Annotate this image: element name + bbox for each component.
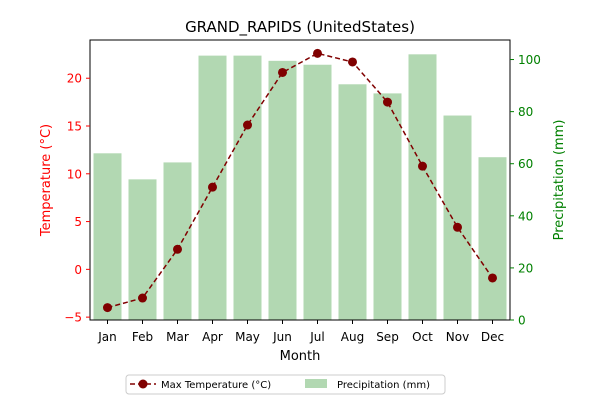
- x-tick-label: Jun: [272, 330, 292, 344]
- temperature-point: [488, 273, 497, 283]
- temperature-point: [208, 182, 217, 192]
- x-tick-label: Aug: [341, 330, 364, 344]
- right-axis: 0 20 40 60 80 100: [510, 53, 541, 328]
- x-tick-label: Feb: [132, 330, 153, 344]
- x-tick-label: Apr: [202, 330, 223, 344]
- temperature-point: [313, 48, 322, 58]
- temperature-point: [173, 244, 182, 254]
- right-y-tick-label: 40: [518, 209, 533, 223]
- temperature-point: [453, 222, 462, 232]
- legend-box: [125, 374, 446, 395]
- precipitation-bar: [373, 93, 402, 320]
- x-tick-label: Sep: [376, 330, 399, 344]
- x-tick-label: Oct: [412, 330, 433, 344]
- legend-bar-swatch: [305, 379, 327, 388]
- x-tick-label: Mar: [166, 330, 189, 344]
- precipitation-bar: [268, 60, 297, 320]
- precipitation-bar: [478, 157, 507, 320]
- temperature-point: [278, 67, 287, 77]
- precipitation-bar: [93, 153, 122, 320]
- legend-label-temperature: Max Temperature (°C): [161, 380, 271, 391]
- x-tick-label: Nov: [446, 330, 469, 344]
- legend-line-marker: [138, 379, 148, 389]
- temperature-point: [383, 97, 392, 107]
- right-y-tick-label: 60: [518, 157, 533, 171]
- temperature-point: [243, 120, 252, 130]
- x-tick-label: Dec: [481, 330, 504, 344]
- left-axis-label: Temperature (°C): [39, 124, 54, 237]
- bars-layer: [93, 54, 507, 321]
- temperature-line: [107, 52, 494, 309]
- right-y-tick-label: 80: [518, 105, 533, 119]
- x-tick-label: Jan: [97, 330, 117, 344]
- temperature-point: [103, 303, 112, 313]
- precipitation-bar: [443, 115, 472, 320]
- left-y-tick-label: −5: [64, 311, 82, 325]
- left-y-tick-label: 20: [67, 72, 82, 86]
- legend-label-precipitation: Precipitation (mm): [337, 380, 430, 391]
- left-y-tick-label: 15: [67, 120, 82, 134]
- x-tick-label: May: [235, 330, 260, 344]
- legend: Max Temperature (°C) Precipitation (mm): [125, 374, 446, 395]
- x-tick-label: Jul: [309, 330, 324, 344]
- left-y-tick-label: 5: [74, 215, 82, 229]
- plot-frame: [89, 39, 511, 321]
- x-axis-label: Month: [280, 349, 321, 364]
- left-y-tick-label: 10: [67, 167, 82, 181]
- precipitation-bar: [338, 84, 367, 320]
- temperature-point: [138, 293, 147, 303]
- temperature-point: [418, 161, 427, 171]
- precipitation-bar: [163, 162, 192, 320]
- chart-title: GRAND_RAPIDS (UnitedStates): [185, 18, 415, 37]
- right-axis-label: Precipitation (mm): [552, 120, 567, 241]
- line-layer: [103, 48, 497, 313]
- precipitation-bar: [303, 64, 332, 320]
- right-y-tick-label: 20: [518, 261, 533, 275]
- precipitation-bar: [408, 54, 437, 320]
- left-y-tick-label: 0: [74, 263, 82, 277]
- x-axis: Jan Feb Mar Apr May Jun Jul Aug Sep Oct Nov Dec: [97, 320, 504, 344]
- precipitation-bar: [233, 55, 262, 321]
- right-y-tick-label: 0: [518, 314, 526, 328]
- right-y-tick-label: 100: [518, 53, 541, 67]
- temperature-point: [348, 57, 357, 67]
- left-axis: −5 0 5 10 15 20: [64, 72, 90, 325]
